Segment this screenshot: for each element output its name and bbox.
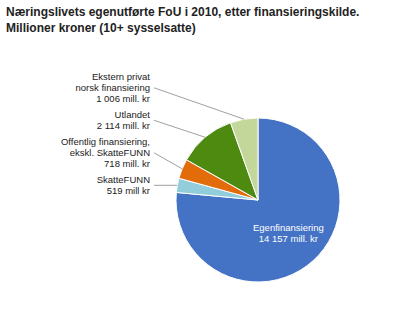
chart: Næringslivets egenutførte FoU i 2010, et…: [0, 0, 400, 320]
label-line: 519 mill kr: [107, 185, 150, 196]
label-line: Utlandet: [115, 109, 151, 120]
label-line: Egenfinansiering: [253, 222, 324, 233]
slice: [231, 118, 258, 200]
leader-line: [154, 185, 177, 186]
label-line: norsk finansiering: [76, 82, 150, 93]
leader-line: [154, 153, 182, 169]
label-line: Ekstern privat: [92, 71, 150, 82]
leader-line: [154, 120, 205, 137]
label-line: SkatteFUNN: [97, 174, 150, 185]
slice-label: SkatteFUNN519 mill kr: [97, 174, 150, 196]
subtitle: Millioner kroner (10+ sysselsatte): [6, 21, 196, 35]
label-line: 718 mill. kr: [104, 158, 150, 169]
label-line: 14 157 mill. kr: [259, 233, 318, 244]
slice-label: Offentlig finansiering,ekskl. SkatteFUNN…: [61, 136, 150, 169]
label-line: Offentlig finansiering,: [61, 136, 150, 147]
slice: [176, 118, 340, 282]
leader-line: [154, 88, 244, 119]
label-line: ekskl. SkatteFUNN: [70, 147, 150, 158]
title: Næringslivets egenutførte FoU i 2010, et…: [6, 5, 359, 19]
label-line: 1 006 mill. kr: [96, 93, 150, 104]
labels: Egenfinansiering14 157 mill. kr SkatteFUN…: [61, 71, 324, 244]
pie: [176, 118, 340, 282]
label-line: 2 114 mill. kr: [97, 120, 150, 131]
slice-label: Utlandet2 114 mill. kr: [97, 109, 151, 131]
slice-label: Ekstern privatnorsk finansiering1 006 mi…: [76, 71, 151, 104]
slice-label: Egenfinansiering14 157 mill. kr: [253, 222, 324, 244]
